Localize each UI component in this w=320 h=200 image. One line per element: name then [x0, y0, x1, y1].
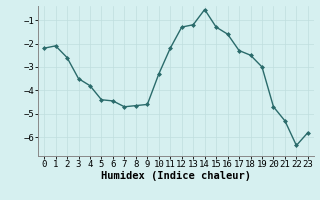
X-axis label: Humidex (Indice chaleur): Humidex (Indice chaleur)	[101, 171, 251, 181]
